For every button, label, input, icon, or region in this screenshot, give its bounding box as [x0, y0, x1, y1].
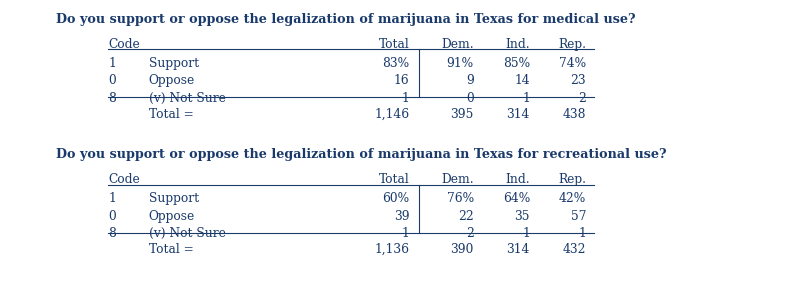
Text: 0: 0: [465, 92, 473, 105]
Text: 1: 1: [401, 227, 409, 240]
Text: 0: 0: [108, 74, 116, 87]
Text: (v) Not Sure: (v) Not Sure: [148, 227, 225, 240]
Text: 22: 22: [457, 210, 473, 223]
Text: Dem.: Dem.: [440, 38, 473, 51]
Text: 23: 23: [570, 74, 585, 87]
Text: 438: 438: [562, 108, 585, 121]
Text: 314: 314: [506, 243, 529, 256]
Text: Dem.: Dem.: [440, 173, 473, 186]
Text: 16: 16: [394, 74, 409, 87]
Text: Total: Total: [379, 38, 409, 51]
Text: 1: 1: [108, 192, 116, 205]
Text: Code: Code: [108, 173, 140, 186]
Text: 395: 395: [450, 108, 473, 121]
Text: 1,146: 1,146: [374, 108, 409, 121]
Text: 42%: 42%: [558, 192, 585, 205]
Text: Rep.: Rep.: [557, 173, 585, 186]
Text: (v) Not Sure: (v) Not Sure: [148, 92, 225, 105]
Text: 432: 432: [562, 243, 585, 256]
Text: 1,136: 1,136: [374, 243, 409, 256]
Text: Total =: Total =: [148, 108, 193, 121]
Text: Support: Support: [148, 57, 198, 70]
Text: Oppose: Oppose: [148, 210, 195, 223]
Text: 1: 1: [521, 92, 529, 105]
Text: 91%: 91%: [446, 57, 473, 70]
Text: 2: 2: [465, 227, 473, 240]
Text: 14: 14: [514, 74, 529, 87]
Text: Do you support or oppose the legalization of marijuana in Texas for recreational: Do you support or oppose the legalizatio…: [56, 148, 666, 162]
Text: 9: 9: [465, 74, 473, 87]
Text: 39: 39: [394, 210, 409, 223]
Text: Support: Support: [148, 192, 198, 205]
Text: 0: 0: [108, 210, 116, 223]
Text: 76%: 76%: [446, 192, 473, 205]
Text: Ind.: Ind.: [504, 38, 529, 51]
Text: 8: 8: [108, 227, 116, 240]
Text: Do you support or oppose the legalization of marijuana in Texas for medical use?: Do you support or oppose the legalizatio…: [56, 13, 635, 26]
Text: 35: 35: [514, 210, 529, 223]
Text: 74%: 74%: [558, 57, 585, 70]
Text: Code: Code: [108, 38, 140, 51]
Text: 8: 8: [108, 92, 116, 105]
Text: 390: 390: [450, 243, 473, 256]
Text: Oppose: Oppose: [148, 74, 195, 87]
Text: Total: Total: [379, 173, 409, 186]
Text: Total =: Total =: [148, 243, 193, 256]
Text: 83%: 83%: [382, 57, 409, 70]
Text: 1: 1: [401, 92, 409, 105]
Text: 1: 1: [577, 227, 585, 240]
Text: 85%: 85%: [502, 57, 529, 70]
Text: Ind.: Ind.: [504, 173, 529, 186]
Text: Rep.: Rep.: [557, 38, 585, 51]
Text: 1: 1: [108, 57, 116, 70]
Text: 57: 57: [570, 210, 585, 223]
Text: 2: 2: [577, 92, 585, 105]
Text: 314: 314: [506, 108, 529, 121]
Text: 1: 1: [521, 227, 529, 240]
Text: 60%: 60%: [382, 192, 409, 205]
Text: 64%: 64%: [502, 192, 529, 205]
